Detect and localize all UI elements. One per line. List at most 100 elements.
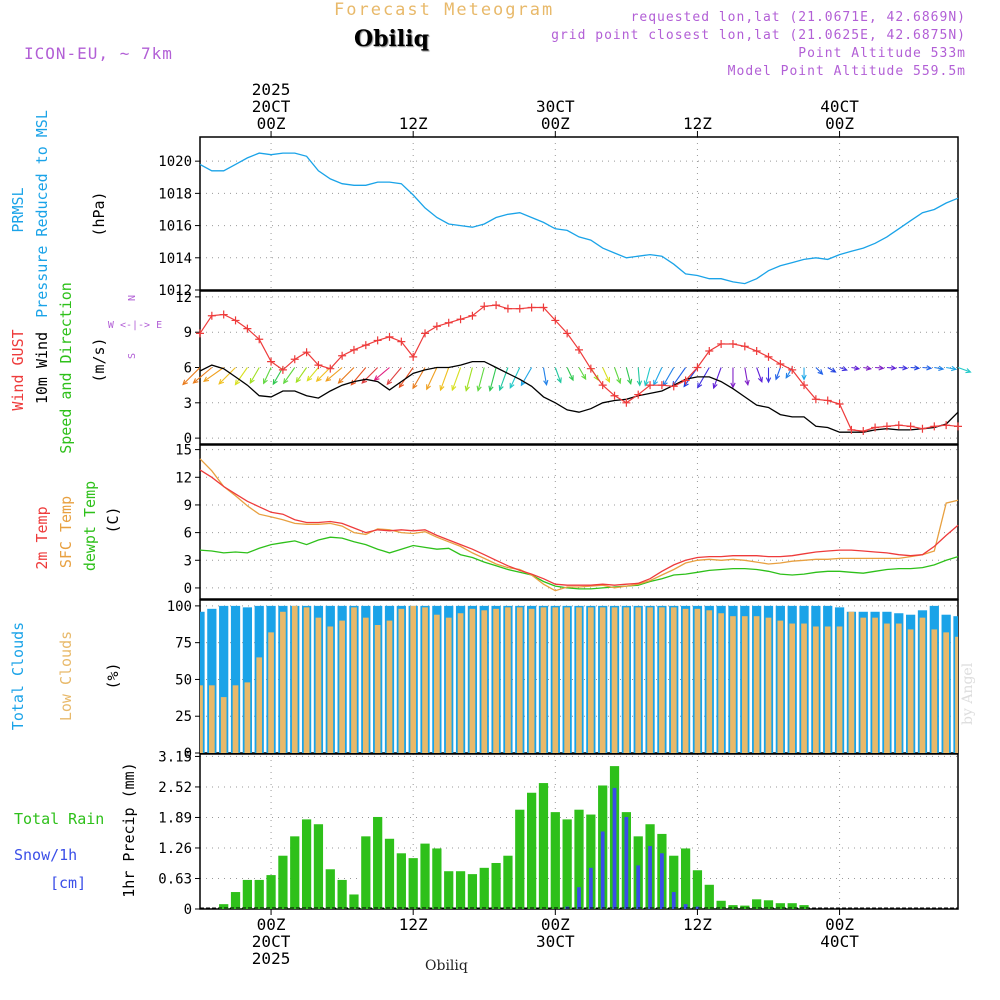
wind-direction-arrow <box>672 367 687 387</box>
y-tick-label: 6 <box>184 361 192 377</box>
wind-arrow-head <box>605 376 611 384</box>
cloud-total-bar <box>207 608 217 753</box>
cloud-low-bar <box>647 607 653 753</box>
bottom-time-label: 20CT <box>252 932 291 951</box>
y-tick-label: 1.89 <box>158 810 192 826</box>
wind-gust-marker <box>397 337 406 346</box>
precip-snow-bar <box>683 904 688 909</box>
wind-direction-arrow <box>827 367 836 373</box>
wind-arrow-head <box>249 377 255 385</box>
wind-arrow-head <box>830 367 837 373</box>
precip-rain-bar <box>408 858 418 909</box>
cloud-low-bar <box>339 620 345 753</box>
precip-rain-bar <box>373 816 383 909</box>
wind-arrow-head <box>283 378 289 385</box>
cloud-low-bar <box>564 607 570 753</box>
precip-rain-bar <box>680 848 691 909</box>
wind-direction-arrow <box>910 366 919 369</box>
cloud-low-bar <box>836 626 843 753</box>
wind-direction-arrow <box>439 367 450 391</box>
wind-arrow-head <box>774 374 781 381</box>
y-tick-label: 9 <box>184 498 192 514</box>
wind-direction-arrow <box>851 366 860 370</box>
wind-direction-arrow <box>520 367 533 386</box>
precip-rain-bar <box>562 819 572 909</box>
cloud-low-bar <box>682 608 689 753</box>
wind-arrow-head <box>398 382 405 389</box>
top-time-label: 12Z <box>683 114 712 133</box>
cloud-total-bar <box>242 607 252 753</box>
requested-coordinates: requested lon,lat (21.0671E, 42.6869N) <box>630 10 966 25</box>
wind-gust-marker <box>918 424 927 433</box>
wind-arrow-head <box>616 378 622 385</box>
cloud-low-bar <box>706 610 713 753</box>
wind-direction-arrow <box>554 367 562 383</box>
cloud-low-bar <box>955 636 958 753</box>
cloud-low-bar <box>801 623 807 753</box>
cloud-low-bar <box>315 617 322 753</box>
y-tick-label: 75 <box>175 636 192 652</box>
precip-rain-bar <box>325 869 335 909</box>
cloud-low-bar <box>552 607 559 753</box>
cloud-low-bar <box>919 617 926 753</box>
precip-rain-bar <box>704 884 714 909</box>
y-tick-label: 3 <box>184 553 192 569</box>
wind-gust-marker <box>219 310 228 319</box>
wind-arrow-head <box>272 379 278 386</box>
wind-direction-arrow <box>283 367 296 384</box>
wind-gust-marker <box>942 421 951 430</box>
cloud-low-bar <box>718 613 724 753</box>
wind-arrow-head <box>914 365 921 371</box>
wind-gust-marker <box>646 381 655 390</box>
wind-arrow-head <box>373 375 380 381</box>
wind-gust-marker <box>231 316 240 325</box>
y-tick-label: 1016 <box>158 219 192 235</box>
pressure-label-prmsl: PRMSL <box>9 187 27 232</box>
wind-label-10m: 10m Wind <box>33 332 51 404</box>
compass-south-label: S <box>127 353 138 359</box>
y-tick-label: 1018 <box>158 186 192 202</box>
cloud-low-bar <box>694 608 701 753</box>
wind-gust-marker <box>409 352 418 361</box>
pressure-label-msl: Pressure Reduced to MSL <box>33 110 51 318</box>
wind-gust-marker <box>444 318 453 327</box>
precip-rain-bar <box>219 904 229 909</box>
wind-gust-marker <box>800 381 809 390</box>
wind-arrow-head <box>683 381 689 388</box>
precip-rain-bar <box>396 853 406 909</box>
precip-rain-bar <box>278 855 288 909</box>
wind-direction-arrow <box>713 367 722 389</box>
precip-rain-bar <box>479 867 489 909</box>
wind-gust-marker <box>302 348 311 357</box>
panel-pressure: 1012 1014 1016 1018 1020 <box>158 136 959 299</box>
wind-arrow-head <box>263 378 268 385</box>
cloud-low-bar <box>445 617 452 753</box>
cloud-low-bar <box>789 623 796 753</box>
temperature-series-line <box>199 536 959 590</box>
wind-gust-marker <box>456 315 465 324</box>
footer-station: Obiliq <box>425 958 468 974</box>
cloud-low-bar <box>872 617 878 753</box>
wind-arrow-head <box>234 379 241 386</box>
precip-snow-bar <box>624 816 629 909</box>
wind-gust-marker <box>314 361 323 370</box>
wind-gust-marker <box>622 398 631 407</box>
wind-gust-marker <box>930 422 939 431</box>
cloud-total-bar <box>219 605 229 753</box>
precip-snow-bar <box>648 846 652 909</box>
y-tick-label: 3.15 <box>158 749 192 765</box>
wind-gust-marker <box>563 329 572 338</box>
wind-arrow-head <box>926 365 933 371</box>
wind-arrow-head <box>439 385 445 392</box>
precip-snow-bar <box>612 787 617 909</box>
precip-rain-bar <box>290 836 300 909</box>
wind-direction-arrow <box>578 367 587 380</box>
wind-direction-arrow <box>946 366 957 370</box>
wind-arrow-head <box>476 385 482 392</box>
y-tick-label: 12 <box>175 290 192 306</box>
cloud-low-bar <box>895 623 902 753</box>
wind-gust-marker <box>634 390 643 399</box>
wind-direction-arrow <box>509 367 521 389</box>
bottom-time-label: 12Z <box>683 915 712 934</box>
temp-label-dewpt: dewpt Temp <box>81 481 99 571</box>
